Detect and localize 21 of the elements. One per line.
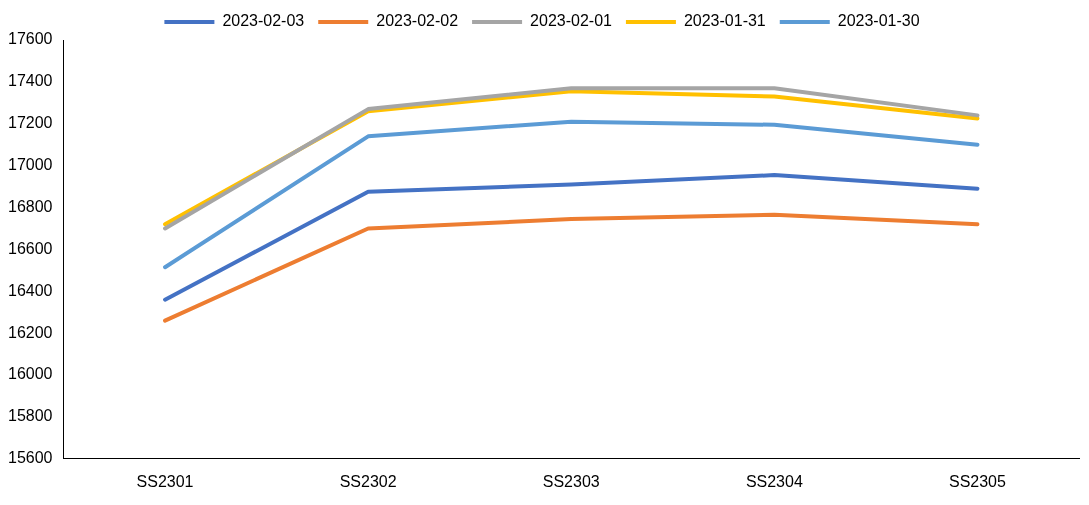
- x-tick-label: SS2303: [542, 472, 600, 490]
- y-tick-label: 16200: [7, 323, 53, 341]
- y-tick-label: 16000: [7, 365, 53, 383]
- y-tick-label: 17600: [7, 30, 53, 48]
- legend-label: 2023-02-01: [530, 12, 613, 30]
- y-tick-label: 17200: [7, 114, 53, 132]
- legend-label: 2023-02-03: [222, 12, 305, 30]
- legend-label: 2023-02-02: [376, 12, 459, 30]
- y-tick-label: 17400: [7, 72, 53, 90]
- y-tick-label: 16400: [7, 281, 53, 299]
- x-tick-label: SS2301: [136, 472, 194, 490]
- legend-label: 2023-01-30: [837, 12, 920, 30]
- x-tick-label: SS2302: [339, 472, 397, 490]
- y-tick-label: 15600: [7, 449, 53, 467]
- y-tick-label: 15800: [7, 407, 53, 425]
- y-tick-label: 17000: [7, 156, 53, 174]
- x-tick-label: SS2304: [745, 472, 803, 490]
- y-tick-label: 16600: [7, 239, 53, 257]
- x-tick-label: SS2305: [948, 472, 1007, 490]
- y-tick-label: 16800: [7, 197, 53, 215]
- legend-label: 2023-01-31: [683, 12, 766, 30]
